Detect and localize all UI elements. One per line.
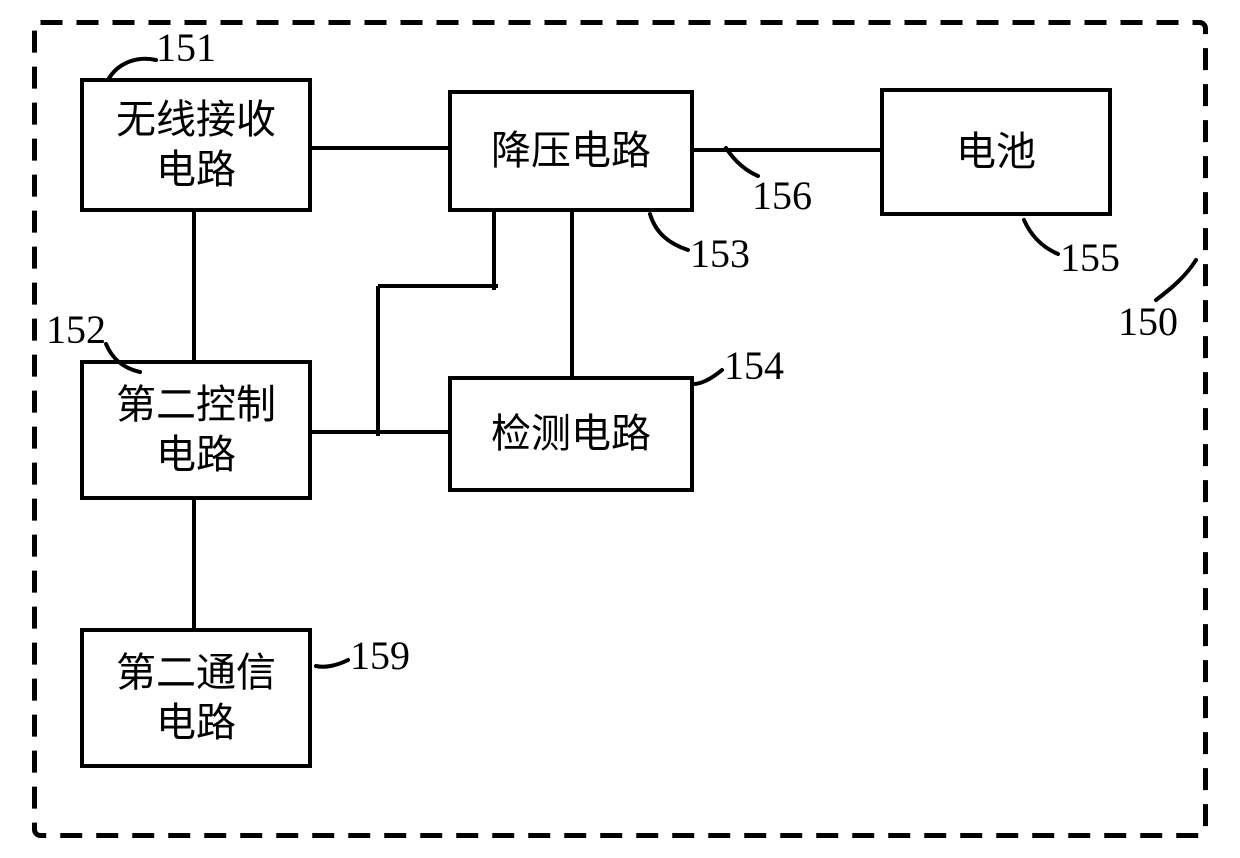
diagram-stage: 无线接收 电路 降压电路 电池第二控制 电路 检测电路第二通信 电路 151 152 153… [0, 0, 1240, 858]
block-wireless-receive-circuit-label: 无线接收 电路 [116, 95, 276, 195]
block-detection-circuit: 检测电路 [448, 376, 694, 492]
ref-label-155: 155 [1060, 234, 1120, 281]
block-detection-circuit-label: 检测电路 [491, 409, 651, 459]
connector-rx_to_buck [312, 146, 448, 150]
connector-ctrl_to_comm [192, 500, 196, 628]
connector-ctrl_to_buck_up_v [376, 286, 380, 436]
block-second-control-circuit: 第二控制 电路 [80, 360, 312, 500]
block-second-communication-circuit: 第二通信 电路 [80, 628, 312, 768]
block-battery-label: 电池 [956, 127, 1036, 177]
connector-ctrl_to_buck_up_h [312, 430, 382, 434]
ref-label-156: 156 [752, 172, 812, 219]
block-buck-circuit: 降压电路 [448, 90, 694, 212]
connector-rx_to_ctrl [192, 212, 196, 360]
block-wireless-receive-circuit: 无线接收 电路 [80, 78, 312, 212]
ref-label-150: 150 [1118, 298, 1178, 345]
ref-label-151: 151 [156, 24, 216, 71]
block-buck-circuit-label: 降压电路 [491, 126, 651, 176]
block-battery: 电池 [880, 88, 1112, 216]
block-second-communication-circuit-label: 第二通信 电路 [116, 648, 276, 748]
ref-label-154: 154 [724, 342, 784, 389]
connector-buck_to_batt [694, 148, 880, 152]
connector-buck_to_detect [570, 212, 574, 376]
ref-label-159: 159 [350, 632, 410, 679]
connector-ctrl_to_buck_top_v [492, 212, 496, 290]
ref-label-152: 152 [46, 306, 106, 353]
block-second-control-circuit-label: 第二控制 电路 [116, 380, 276, 480]
connector-ctrl_to_buck_top_h [378, 284, 498, 288]
ref-label-153: 153 [690, 230, 750, 277]
